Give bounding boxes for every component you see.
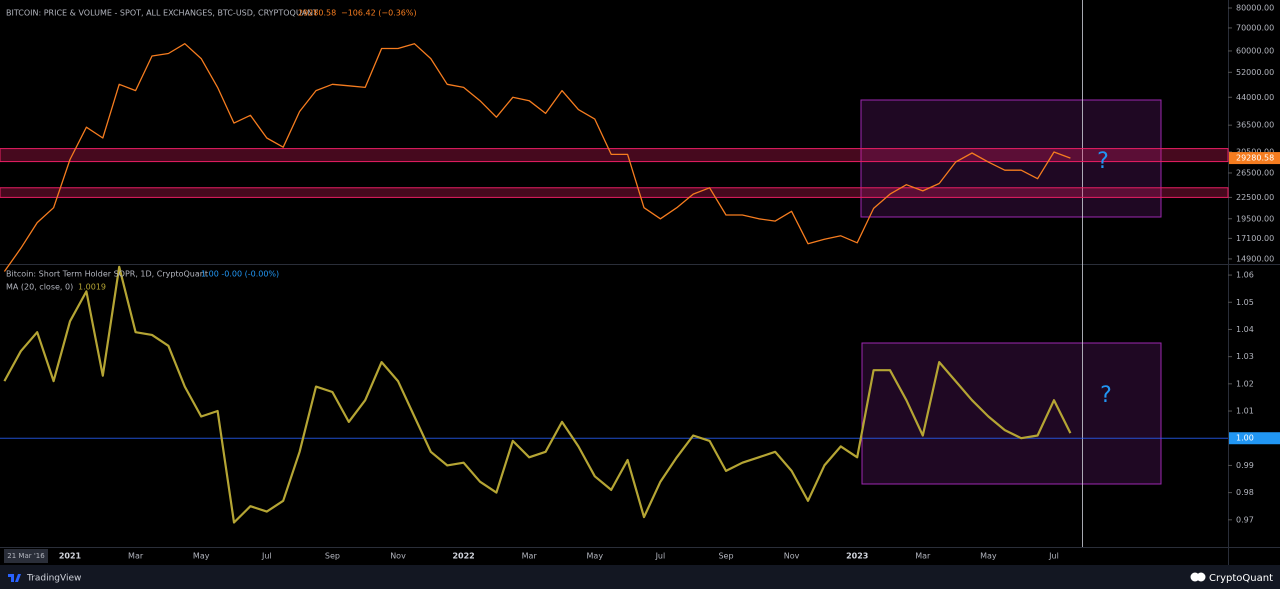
y-tick-label: 60000.00 <box>1236 46 1274 55</box>
x-tick-label: Nov <box>784 552 800 561</box>
data-line <box>3 265 1072 524</box>
x-tick-label: Jul <box>1048 552 1059 561</box>
y-tick-label: 22500.00 <box>1236 193 1274 202</box>
y-tick-label: 1.06 <box>1236 271 1254 280</box>
x-tick-label: 2021 <box>59 552 82 561</box>
x-tick-label: 2022 <box>452 552 474 561</box>
y-tick-label: 36500.00 <box>1236 121 1274 130</box>
y-tick-label: 1.05 <box>1236 298 1254 307</box>
sopr-value: 1.00 -0.00 (-0.00%) <box>201 270 279 279</box>
ma-last: 1.0019 <box>78 283 106 292</box>
hline-label: 1.00 <box>1236 434 1254 443</box>
cryptoquant-logo <box>1196 572 1206 582</box>
y-tick-label: 1.03 <box>1236 352 1254 361</box>
y-tick-label: 17100.00 <box>1236 234 1274 243</box>
y-tick-label: 19500.00 <box>1236 214 1274 223</box>
annotation: ? <box>1097 149 1109 174</box>
price-zone <box>0 148 1229 163</box>
price-change: −106.42 (−0.36%) <box>341 9 417 18</box>
x-tick-label: May <box>193 552 210 561</box>
x-tick-label: May <box>980 552 997 561</box>
last-price-label: 29280.58 <box>1236 154 1274 163</box>
x-tick-label: Mar <box>128 552 144 561</box>
tradingview-logo <box>8 574 21 582</box>
x-tick-label: Jul <box>261 552 272 561</box>
ma-legend: MA (20, close, 0) <box>6 283 73 292</box>
y-tick-label: 44000.00 <box>1236 93 1274 102</box>
x-tick-label: Jul <box>655 552 666 561</box>
x-tick-label: Sep <box>325 552 340 561</box>
y-tick-label: 30500.00 <box>1236 147 1274 156</box>
x-tick-label: Nov <box>390 552 406 561</box>
brand-left: TradingView <box>26 574 81 584</box>
y-tick-label: 1.01 <box>1236 407 1254 416</box>
axis-badge <box>1229 152 1280 165</box>
price-title: BITCOIN: PRICE & VOLUME - SPOT, ALL EXCH… <box>6 9 318 18</box>
y-tick-label: 0.97 <box>1236 515 1254 524</box>
y-tick-label: 1.04 <box>1236 325 1254 334</box>
highlight-box <box>861 342 1162 485</box>
data-line <box>3 43 1071 272</box>
axis-badge <box>1229 432 1280 445</box>
price-zone <box>0 187 1229 198</box>
annotation: ? <box>1100 383 1112 408</box>
date-badge <box>4 549 48 563</box>
x-tick-label: Sep <box>718 552 733 561</box>
y-tick-label: 70000.00 <box>1236 23 1274 32</box>
x-tick-label: May <box>587 552 604 561</box>
y-tick-label: 14900.00 <box>1236 254 1274 263</box>
y-tick-label: 80000.00 <box>1236 3 1274 12</box>
x-tick-label: Mar <box>522 552 538 561</box>
footer-bar <box>0 565 1280 589</box>
sopr-title: Bitcoin: Short Term Holder SOPR, 1D, Cry… <box>6 270 208 279</box>
y-tick-label: 52000.00 <box>1236 68 1274 77</box>
y-tick-label: 26500.00 <box>1236 168 1274 177</box>
x-tick-label: 2023 <box>846 552 868 561</box>
x-tick-label: Mar <box>915 552 931 561</box>
marks: 14900.00 17100.00 19500.00 22500.00 26500.00… <box>0 3 1280 561</box>
y-tick-label: 1.02 <box>1236 379 1254 388</box>
brand-right: CryptoQuant <box>1209 573 1273 584</box>
start-date: 21 Mar '16 <box>7 552 45 560</box>
price-last: 29280.58 <box>298 9 336 18</box>
y-tick-label: 0.99 <box>1236 461 1254 470</box>
y-tick-label: 0.98 <box>1236 488 1254 497</box>
